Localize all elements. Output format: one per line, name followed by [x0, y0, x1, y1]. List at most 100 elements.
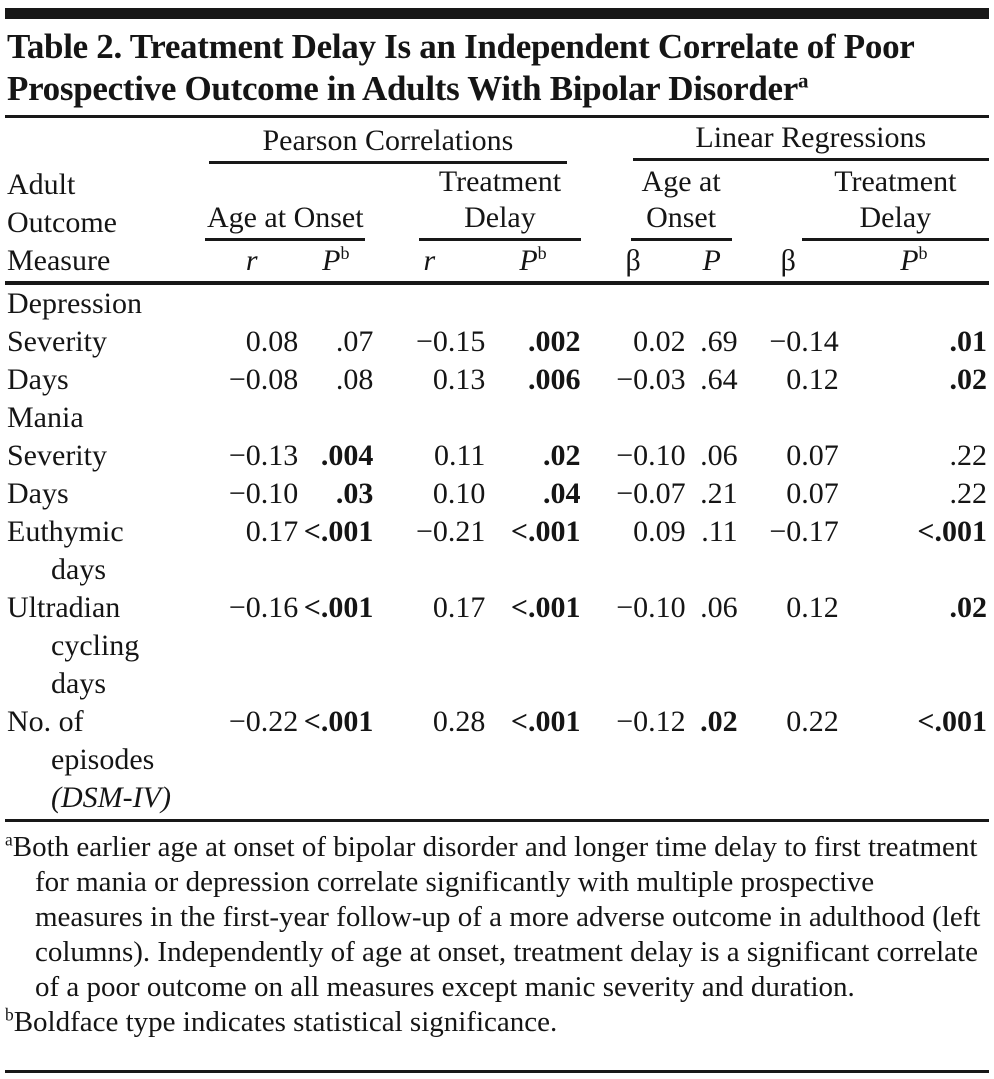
footnotes: aBoth earlier age at onset of bipolar di…	[5, 830, 989, 1040]
cell-value-significant: <.001	[510, 705, 581, 738]
table-row-depression-severity: Severity 0.08 .07 −0.15 .002 0.02 .69 −0…	[5, 323, 989, 361]
cell-value: .22	[949, 477, 988, 510]
subgroup-treatment-delay-pearson: Treatment Delay	[373, 164, 581, 244]
cell-value: .07	[335, 325, 374, 358]
row-label: Days	[7, 477, 69, 510]
top-rule	[5, 8, 989, 19]
cell-value-significant: .006	[528, 363, 581, 396]
cell-value: .06	[700, 439, 738, 472]
cell-value: .08	[335, 363, 374, 396]
subgroup-label: Age at Onset	[206, 201, 364, 234]
cell-value: 0.12	[786, 591, 839, 624]
cell-value: 0.17	[245, 515, 299, 548]
table-row-mania: Mania	[5, 399, 989, 437]
bottom-rule	[5, 1070, 989, 1073]
group-header-pearson: Pearson Correlations	[205, 120, 580, 164]
stub-line: Measure	[7, 244, 111, 277]
cell-value: .11	[701, 515, 738, 548]
cell-value-significant: <.001	[303, 705, 374, 738]
cell-value-significant: .02	[949, 591, 988, 624]
subgroup-label: Treatment Delay	[438, 165, 562, 234]
col-header-beta: β	[737, 244, 839, 285]
cell-value: 0.28	[432, 705, 486, 738]
footnote-b-marker: b	[5, 1004, 14, 1025]
table-row-mania-severity: Severity −0.13 .004 0.11 .02 −0.10 .06 0…	[5, 437, 989, 475]
row-section-label: Depression	[7, 287, 142, 320]
stub-header: Adult Outcome Measure	[5, 120, 206, 285]
footnote-divider-rule	[5, 819, 989, 822]
cell-value: −0.14	[769, 325, 839, 358]
cell-value-significant: <.001	[510, 515, 581, 548]
cell-value: −0.12	[616, 705, 686, 738]
table-row-depression-days: Days −0.08 .08 0.13 .006 −0.03 .64 0.12 …	[5, 361, 989, 399]
cell-value: 0.07	[786, 477, 839, 510]
footnote-a: aBoth earlier age at onset of bipolar di…	[5, 830, 989, 1005]
stub-line: Adult	[7, 168, 76, 201]
row-label: Severity	[7, 325, 107, 358]
cell-value: 0.22	[786, 705, 839, 738]
subgroup-treatment-delay-linear: Treatment Delay	[738, 164, 989, 244]
cell-value: .21	[700, 477, 738, 510]
cell-value: 0.12	[786, 363, 839, 396]
cell-value-significant: .02	[700, 705, 738, 738]
row-label: Euthymic days	[7, 515, 124, 586]
cell-value: 0.07	[786, 439, 839, 472]
col-header-p: Pb	[485, 244, 581, 285]
table-title-line1: Table 2. Treatment Delay Is an Independe…	[7, 27, 915, 66]
col-header-r: r	[373, 244, 486, 285]
row-label: Ultradian cycling days	[7, 591, 140, 700]
row-label: No. of episodes (DSM-IV)	[5, 703, 205, 817]
title-footnote-marker: a	[798, 68, 809, 93]
col-header-p: Pb	[838, 244, 989, 285]
footnote-a-text: Both earlier age at onset of bipolar dis…	[12, 831, 981, 1003]
footnote-b: bBoldface type indicates statistical sig…	[5, 1005, 989, 1040]
subgroup-age-onset-linear: Age at Onset	[581, 164, 738, 244]
cell-value-significant: <.001	[917, 705, 987, 738]
dsm-iv-label: (DSM-IV)	[51, 781, 171, 814]
table-title-line2: Prospective Outcome in Adults With Bipol…	[7, 69, 799, 108]
data-table: Adult Outcome Measure Pearson Correlatio…	[5, 120, 989, 817]
cell-value: 0.09	[633, 515, 686, 548]
cell-value: −0.15	[416, 325, 486, 358]
cell-value-significant: <.001	[917, 515, 987, 548]
footnote-b-text: Boldface type indicates statistical sign…	[13, 1006, 558, 1038]
cell-value-significant: <.001	[303, 515, 374, 548]
cell-value: −0.10	[616, 439, 686, 472]
table-row-number-of-episodes: No. of episodes (DSM-IV) −0.22 <.001 0.2…	[5, 703, 989, 817]
cell-value: 0.08	[245, 325, 299, 358]
col-header-p: Pb	[298, 244, 374, 285]
cell-value-significant: .01	[949, 325, 988, 358]
cell-value-significant: <.001	[510, 591, 581, 624]
cell-value: −0.10	[228, 477, 299, 510]
table-row-depression: Depression	[5, 283, 989, 323]
cell-value-significant: .04	[543, 477, 581, 510]
row-label: Days	[7, 363, 69, 396]
group-header-row: Adult Outcome Measure Pearson Correlatio…	[5, 120, 989, 285]
cell-value: −0.17	[769, 515, 839, 548]
subgroup-label: Treatment Delay	[834, 165, 957, 234]
row-label: Severity	[7, 439, 107, 472]
cell-value-significant: .004	[320, 439, 374, 472]
col-header-r: r	[205, 244, 299, 285]
cell-value: .22	[949, 439, 988, 472]
table-title: Table 2. Treatment Delay Is an Independe…	[7, 26, 989, 110]
cell-value: 0.17	[432, 591, 486, 624]
col-header-p: P	[685, 244, 738, 285]
footnote-a-marker: a	[5, 829, 13, 850]
cell-value-significant: .002	[528, 325, 581, 358]
group-label: Linear Regressions	[695, 121, 927, 154]
cell-value: −0.10	[616, 591, 686, 624]
cell-value: 0.10	[432, 477, 486, 510]
cell-value: .69	[700, 325, 738, 358]
cell-value: −0.13	[228, 439, 299, 472]
table-row-euthymic-days: Euthymic days 0.17 <.001 −0.21 <.001 0.0…	[5, 513, 989, 589]
subgroup-age-onset-pearson: Age at Onset	[205, 164, 373, 244]
stat-symbol-row: r Pb r Pb β P β Pb	[5, 244, 989, 285]
table-row-mania-days: Days −0.10 .03 0.10 .04 −0.07 .21 0.07 .…	[5, 475, 989, 513]
table-row-ultradian-cycling-days: Ultradian cycling days −0.16 <.001 0.17 …	[5, 589, 989, 703]
cell-value: .06	[700, 591, 738, 624]
cell-value: −0.16	[228, 591, 299, 624]
cell-value-significant: .03	[335, 477, 374, 510]
subgroup-label: Age at Onset	[641, 165, 721, 234]
cell-value: .64	[700, 363, 738, 396]
